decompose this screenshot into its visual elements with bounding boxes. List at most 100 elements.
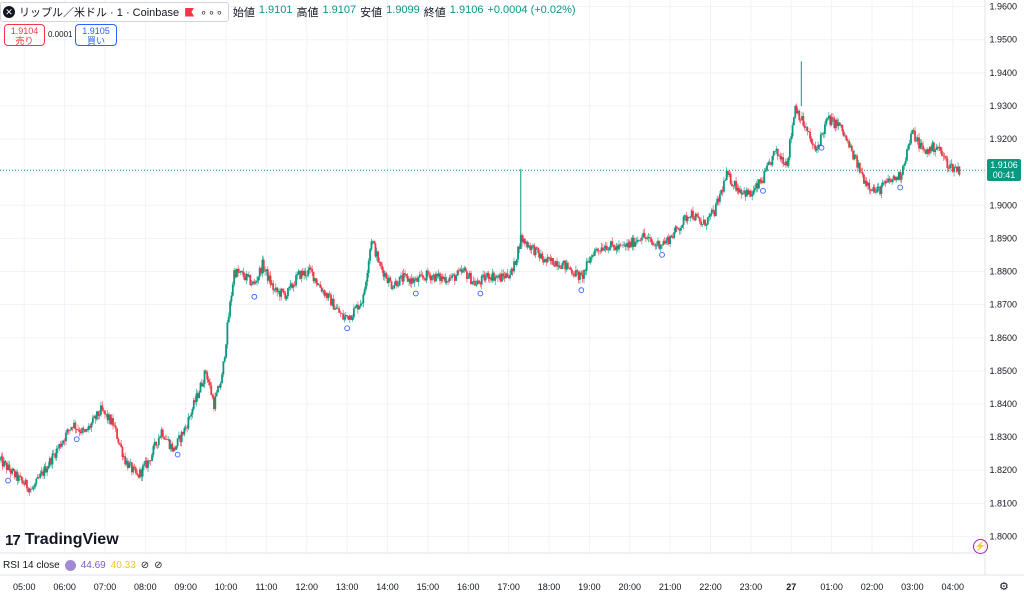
candle-body — [66, 429, 69, 433]
candle-body — [731, 183, 733, 187]
tradingview-logo[interactable]: 17 TradingView — [5, 531, 119, 549]
price-axis[interactable]: 1.96001.95001.94001.93001.92001.91001.90… — [989, 2, 1017, 542]
candle-body — [54, 453, 57, 458]
candle-body — [931, 142, 934, 152]
rsi-source-icon[interactable] — [64, 560, 76, 571]
trade-marker[interactable] — [659, 251, 665, 258]
candle-body — [346, 315, 349, 317]
candle-body — [576, 270, 579, 272]
candle-body — [927, 149, 930, 154]
candle-body — [620, 244, 623, 246]
candle-body — [457, 270, 460, 272]
candle-body — [344, 315, 347, 317]
time-tick-label: 02:00 — [861, 582, 884, 592]
candle-body — [437, 273, 440, 277]
candle-body — [714, 203, 717, 216]
candle-body — [309, 267, 312, 270]
trade-marker[interactable] — [5, 477, 11, 484]
candle-body — [453, 274, 456, 281]
candle-body — [732, 185, 735, 187]
candle-body — [939, 146, 942, 152]
trade-marker[interactable] — [760, 187, 766, 194]
candle-body — [618, 244, 620, 250]
trade-marker[interactable] — [344, 325, 351, 332]
candle-body — [79, 432, 82, 434]
candle-body — [858, 162, 861, 173]
candle-body — [109, 414, 112, 425]
candle-body — [148, 460, 151, 461]
symbol-title[interactable]: リップル／米ドル · 1 · Coinbase — [19, 7, 180, 19]
trade-marker[interactable] — [73, 436, 80, 443]
candle-body — [845, 135, 848, 141]
candle-body — [584, 269, 587, 271]
candle-body — [619, 244, 622, 246]
symbol-search[interactable]: ✕ リップル／米ドル · 1 · Coinbase ∘∘∘ — [0, 2, 229, 22]
candle-body — [448, 277, 451, 282]
buy-button[interactable]: 1.9105 買い — [75, 24, 117, 46]
trade-marker[interactable] — [818, 144, 825, 151]
candle-body — [503, 276, 506, 279]
time-tick-label: 04:00 — [941, 582, 964, 592]
candle-body — [553, 264, 556, 267]
candle-body — [254, 282, 257, 284]
candle-body — [690, 210, 693, 217]
candle-body — [218, 386, 221, 388]
candle-body — [474, 280, 476, 286]
candle-body — [739, 189, 741, 193]
more-options-icon[interactable]: ∘∘∘ — [200, 6, 224, 19]
candle-body — [573, 274, 576, 277]
candle-body — [313, 278, 316, 282]
candle-body — [678, 229, 681, 231]
candle-body — [222, 361, 225, 375]
candle-body — [192, 400, 195, 409]
trade-marker[interactable] — [412, 290, 419, 297]
hide-icon[interactable]: ⊘ — [140, 560, 150, 571]
trade-marker[interactable] — [251, 293, 258, 300]
candle-body — [693, 218, 696, 221]
candle-body — [136, 473, 139, 475]
candle-body — [467, 277, 470, 279]
candle-body — [585, 261, 588, 271]
settings-icon[interactable]: ⚙ — [999, 581, 1009, 593]
flag-icon[interactable] — [185, 7, 195, 17]
candle-body — [753, 188, 756, 191]
trade-marker[interactable] — [477, 290, 484, 297]
trade-marker[interactable] — [897, 184, 904, 191]
candle-body — [196, 393, 199, 399]
lightning-icon[interactable]: ⚡ — [973, 539, 988, 554]
candle-body — [230, 295, 233, 302]
sell-button[interactable]: 1.9104 売り — [4, 24, 45, 46]
rsi-title[interactable]: RSI 14 close — [3, 560, 60, 571]
candle-body — [147, 460, 149, 468]
candle-body — [387, 277, 390, 284]
trade-marker[interactable] — [174, 451, 181, 458]
candle-body — [603, 249, 606, 251]
spread-value: 0.0001 — [48, 30, 73, 39]
candle-body — [580, 272, 583, 275]
candle-body — [244, 276, 246, 281]
candle-body — [673, 232, 676, 238]
candle-body — [418, 274, 421, 278]
candle-body — [484, 276, 487, 281]
candle-body — [85, 429, 88, 432]
candle-body — [844, 135, 846, 137]
candle-body — [798, 110, 801, 120]
trade-marker[interactable] — [578, 287, 585, 294]
candle-body — [128, 462, 131, 469]
time-tick-label: 07:00 — [94, 582, 117, 592]
candle-body — [935, 146, 938, 150]
candle-body — [723, 181, 725, 192]
time-tick-label: 22:00 — [699, 582, 722, 592]
time-tick-label: 14:00 — [376, 582, 399, 592]
hide-icon-2[interactable]: ⊘ — [154, 560, 163, 571]
candle-body — [268, 275, 271, 281]
candle-body — [396, 280, 398, 287]
candle-body — [182, 431, 184, 435]
candle-body — [879, 186, 881, 195]
time-axis[interactable]: 05:00 06:00 07:00 08:00 09:00 10:00 11:00 12:00… — [13, 582, 964, 592]
candle-body — [871, 190, 873, 192]
time-tick-label: 06:00 — [53, 582, 76, 592]
candle-body — [705, 224, 708, 226]
candle-body — [565, 262, 568, 270]
